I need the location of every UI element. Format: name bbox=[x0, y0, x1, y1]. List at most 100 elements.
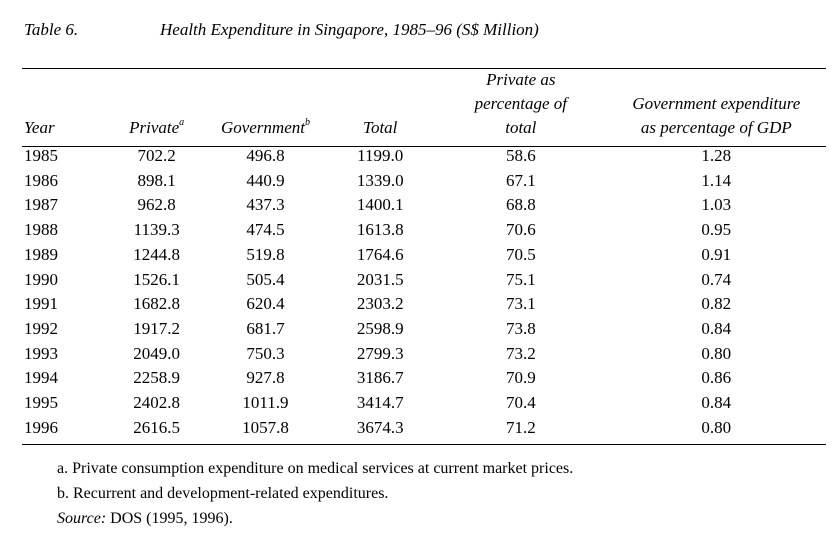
table-row: 1992 1917.2 681.7 2598.9 73.8 0.84 bbox=[22, 317, 826, 342]
header-year: Year bbox=[24, 118, 55, 137]
top-rule bbox=[22, 68, 826, 69]
cell-private-pct: 70.9 bbox=[505, 368, 536, 388]
table-body: 1985 702.2 496.8 1199.0 58.6 1.28 1986 898.1 440… bbox=[22, 144, 826, 440]
source-text: DOS (1995, 1996). bbox=[106, 510, 233, 527]
cell-total: 3186.7 bbox=[356, 368, 404, 388]
cell-year: 1996 bbox=[24, 417, 58, 437]
cell-year: 1989 bbox=[24, 244, 58, 264]
cell-gov-gdp: 0.82 bbox=[701, 294, 732, 314]
cell-year: 1985 bbox=[24, 146, 58, 165]
cell-private: 1526.1 bbox=[133, 269, 181, 289]
cell-year: 1992 bbox=[24, 318, 58, 338]
table-caption: Table 6. Health Expenditure in Singapore… bbox=[24, 20, 539, 40]
table-row: 1991 1682.8 620.4 2303.2 73.1 0.82 bbox=[22, 292, 826, 317]
cell-gov-gdp: 0.74 bbox=[701, 269, 732, 289]
cell-private-pct: 73.1 bbox=[505, 294, 536, 314]
table-title: Health Expenditure in Singapore, 1985–96… bbox=[160, 20, 539, 39]
cell-private-pct: 70.5 bbox=[505, 244, 536, 264]
table-row: 1986 898.1 440.9 1339.0 67.1 1.14 bbox=[22, 169, 826, 194]
cell-year: 1994 bbox=[24, 368, 58, 388]
footnote-marker-b: b bbox=[304, 117, 310, 128]
cell-private-pct: 73.8 bbox=[505, 318, 536, 338]
cell-total: 3414.7 bbox=[356, 393, 404, 413]
table-label: Table 6. bbox=[24, 20, 79, 39]
cell-gov-gdp: 0.84 bbox=[701, 393, 732, 413]
cell-year: 1995 bbox=[24, 393, 58, 413]
cell-gov-gdp: 1.03 bbox=[701, 195, 732, 215]
header-rule bbox=[22, 146, 826, 147]
cell-government: 496.8 bbox=[246, 146, 285, 165]
cell-private-pct: 75.1 bbox=[505, 269, 536, 289]
table-row: 1985 702.2 496.8 1199.0 58.6 1.28 bbox=[22, 144, 826, 169]
expenditure-table: Year Privatea Governmentb Total Private … bbox=[22, 68, 826, 440]
cell-private-pct: 67.1 bbox=[505, 170, 536, 190]
cell-private-pct: 71.2 bbox=[505, 417, 536, 437]
source-label: Source: bbox=[57, 510, 107, 527]
header-total: Total bbox=[363, 118, 398, 137]
cell-government: 750.3 bbox=[246, 343, 285, 363]
cell-gov-gdp: 1.28 bbox=[701, 146, 732, 165]
cell-gov-gdp: 1.14 bbox=[701, 170, 732, 190]
cell-government: 505.4 bbox=[246, 269, 285, 289]
cell-private-pct: 70.6 bbox=[505, 220, 536, 240]
cell-year: 1986 bbox=[24, 170, 58, 190]
cell-gov-gdp: 0.95 bbox=[701, 220, 732, 240]
cell-year: 1991 bbox=[24, 294, 58, 314]
cell-private-pct: 68.8 bbox=[505, 195, 536, 215]
header-private: Privatea bbox=[129, 117, 185, 138]
footnote-b: b. Recurrent and development-related exp… bbox=[57, 485, 389, 502]
cell-private: 1917.2 bbox=[133, 318, 181, 338]
cell-government: 440.9 bbox=[246, 170, 285, 190]
footnote-marker-a: a bbox=[179, 117, 185, 128]
table-row: 1995 2402.8 1011.9 3414.7 70.4 0.84 bbox=[22, 391, 826, 416]
cell-total: 1613.8 bbox=[356, 220, 404, 240]
header-government: Governmentb bbox=[220, 117, 310, 138]
cell-private: 2616.5 bbox=[133, 417, 181, 437]
cell-total: 2303.2 bbox=[356, 294, 404, 314]
table-row: 1987 962.8 437.3 1400.1 68.8 1.03 bbox=[22, 193, 826, 218]
cell-private: 962.8 bbox=[137, 195, 176, 215]
table-row: 1993 2049.0 750.3 2799.3 73.2 0.80 bbox=[22, 342, 826, 367]
bottom-rule bbox=[22, 444, 826, 445]
cell-gov-gdp: 0.86 bbox=[701, 368, 732, 388]
cell-total: 1764.6 bbox=[356, 244, 404, 264]
cell-government: 681.7 bbox=[246, 318, 285, 338]
cell-private: 2049.0 bbox=[133, 343, 181, 363]
cell-gov-gdp: 0.91 bbox=[701, 244, 732, 264]
source-note: Source: DOS (1995, 1996). bbox=[57, 506, 573, 531]
cell-private-pct: 70.4 bbox=[505, 393, 536, 413]
cell-gov-gdp: 0.80 bbox=[701, 417, 732, 437]
cell-year: 1988 bbox=[24, 220, 58, 240]
cell-year: 1993 bbox=[24, 343, 58, 363]
table-row: 1988 1139.3 474.5 1613.8 70.6 0.95 bbox=[22, 218, 826, 243]
header-row: Year Privatea Governmentb Total Private … bbox=[22, 68, 826, 144]
cell-private: 1139.3 bbox=[133, 220, 180, 240]
cell-government: 437.3 bbox=[246, 195, 285, 215]
cell-government: 519.8 bbox=[246, 244, 285, 264]
cell-private-pct: 73.2 bbox=[505, 343, 536, 363]
cell-total: 2598.9 bbox=[356, 318, 404, 338]
cell-government: 1057.8 bbox=[242, 417, 289, 437]
table-row: 1994 2258.9 927.8 3186.7 70.9 0.86 bbox=[22, 366, 826, 391]
cell-government: 474.5 bbox=[246, 220, 285, 240]
cell-total: 1339.0 bbox=[356, 170, 404, 190]
cell-private-pct: 58.6 bbox=[505, 146, 536, 165]
cell-private: 702.2 bbox=[137, 146, 176, 165]
table-notes: a. Private consumption expenditure on me… bbox=[57, 456, 573, 531]
cell-private: 1682.8 bbox=[133, 294, 181, 314]
table-row: 1989 1244.8 519.8 1764.6 70.5 0.91 bbox=[22, 243, 826, 268]
header-gov-gdp: Government expenditure as percentage of … bbox=[632, 94, 801, 137]
cell-year: 1990 bbox=[24, 269, 58, 289]
cell-gov-gdp: 0.80 bbox=[701, 343, 732, 363]
cell-government: 620.4 bbox=[246, 294, 285, 314]
cell-total: 2799.3 bbox=[356, 343, 404, 363]
cell-government: 1011.9 bbox=[242, 393, 289, 413]
cell-private: 898.1 bbox=[137, 170, 176, 190]
table-row: 1990 1526.1 505.4 2031.5 75.1 0.74 bbox=[22, 268, 826, 293]
header-private-pct: Private as percentage of total bbox=[474, 70, 568, 137]
table-row: 1996 2616.5 1057.8 3674.3 71.2 0.80 bbox=[22, 416, 826, 441]
cell-private: 2402.8 bbox=[133, 393, 181, 413]
cell-total: 2031.5 bbox=[356, 269, 404, 289]
cell-gov-gdp: 0.84 bbox=[701, 318, 732, 338]
